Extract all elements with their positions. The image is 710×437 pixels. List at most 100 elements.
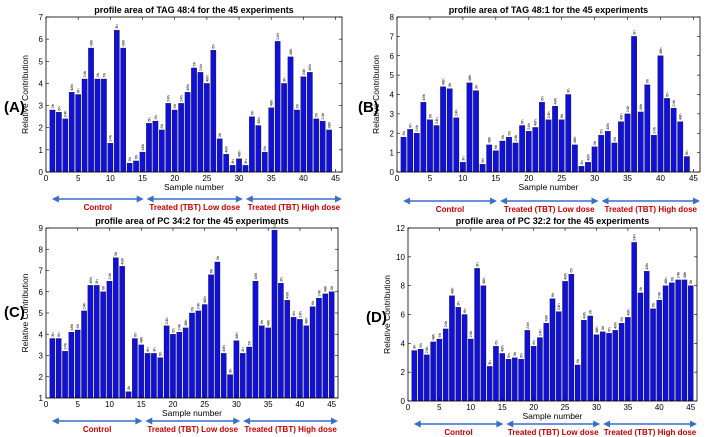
bar-data-label: 3h [412,345,417,349]
y-tick-label: 6 [401,311,406,320]
bar [68,92,75,173]
bar-data-label: 24h [62,343,67,350]
y-tick-label: 4 [390,91,395,100]
group-arrow: Treated (TBT) Low dose [146,195,243,212]
arrow-right-icon [693,197,700,205]
bar [119,266,125,399]
y-tick-label: 4 [39,330,44,339]
bar [252,280,259,399]
x-tick-label: 45 [331,174,340,183]
bar-data-label: 3h [95,73,100,77]
x-tick-label: 25 [561,403,570,412]
bar-data-label: 6h [262,146,267,150]
bar-data-label: 6h [310,301,315,305]
bar [420,102,427,173]
group-arrow: Treated (TBT) High dose [245,195,342,212]
y-tick-label: 2 [39,124,44,133]
bar-data-label: 24h [513,135,518,142]
bar-data-label: 48h [88,40,93,47]
y-tick-label: 5 [390,71,395,80]
bar [322,293,329,399]
group-label: Control [84,203,112,212]
arrow-right-icon [331,417,338,425]
bar-data-label: 48h [256,117,261,124]
bar [152,120,159,173]
chart-title: profile area of TAG 48:4 for the 45 expe… [94,5,293,15]
bar-data-label: 6h [211,44,216,48]
bar-data-label: 3h [600,326,605,330]
group-label: Treated (TBT) Low dose [149,203,240,212]
arrow-right-icon [233,417,241,425]
bar-data-label: 3h [487,360,492,364]
x-tick-label: 30 [592,403,601,412]
bar [144,353,151,399]
bar-data-label: 6h [550,293,555,297]
bar-data-label: 48h [307,64,312,71]
x-tick-label: 35 [267,174,276,183]
bar [474,268,480,402]
bar [88,47,94,173]
bar [618,322,625,402]
bar-data-label: 3h [475,262,480,266]
bar-data-label: 3h [151,347,156,351]
bar [539,102,545,173]
group-arrow: Treated (TBT) Low dose [145,417,241,434]
group-label: Treated (TBT) Low dose [508,428,599,437]
bar-data-label: 48h [594,326,599,333]
bar-data-label: 6h [132,333,137,337]
bar [138,344,144,399]
bar [656,299,663,402]
bar-data-label: 3h [240,347,245,351]
bar [182,327,189,399]
x-tick-label: 5 [76,174,81,183]
bar [449,295,455,402]
bar [530,346,537,402]
bar [214,261,221,399]
bar-data-label: 48h [204,75,209,82]
bar [430,341,436,402]
bar [677,121,684,173]
x-tick-label: 35 [264,400,273,409]
bar-data-label: 48h [533,119,538,126]
bar [565,94,572,173]
bar-data-label: 24h [443,321,448,328]
bar-data-label: 24h [164,318,169,325]
bar [157,357,164,399]
y-tick-label: 6 [39,288,44,297]
bar-data-label: 6h [101,73,106,77]
bar [165,103,172,173]
bar-data-label: 6h [56,106,61,110]
bar-data-label: 24h [108,135,113,142]
bar [271,229,278,399]
arrow-left-icon [243,417,251,425]
arrow-right-icon [136,195,144,203]
bar-data-label: 48h [487,137,492,144]
bar-data-label: 6h [408,123,413,127]
bar [442,328,449,402]
bar [455,307,461,402]
bar-data-label: 48h [581,312,586,319]
bar [281,83,287,173]
axes-frame [45,16,343,173]
bar-data-label: 3h [50,104,55,108]
bar-data-label: 3h [512,352,517,356]
bar-data-label: 6h [208,269,213,273]
bar [204,83,210,173]
panel-letter: (D) [366,309,387,326]
bar-data-label: 6h [418,343,423,347]
x-tick-label: 45 [689,174,698,183]
bar [300,76,307,173]
bar-data-label: 48h [88,277,93,284]
bar-data-label: 3h [688,280,693,284]
y-tick-label: 8 [390,13,395,22]
bar [400,136,407,173]
bar [126,162,133,173]
panel-letter: (A) [4,99,25,116]
bar [625,317,631,402]
bar [486,144,493,173]
y-tick-label: 7 [390,32,395,41]
bar [506,136,512,173]
arrow-left-icon [601,197,609,205]
bar-data-label: 3h [447,83,452,87]
